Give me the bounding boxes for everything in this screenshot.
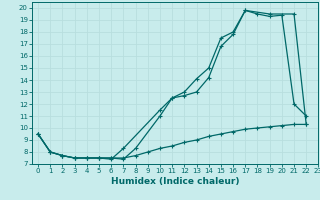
X-axis label: Humidex (Indice chaleur): Humidex (Indice chaleur) bbox=[111, 177, 239, 186]
